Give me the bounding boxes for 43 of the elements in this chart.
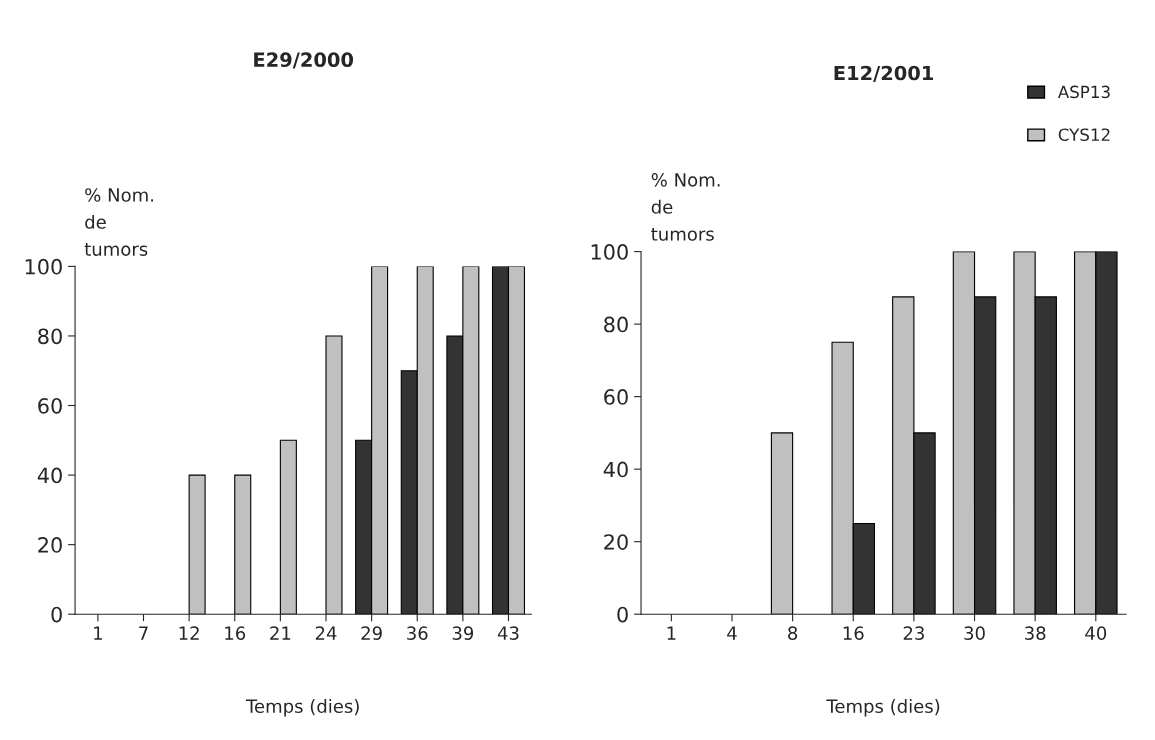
x-tick-label: 40 (1085, 626, 1107, 640)
y-tick-label: 40 (603, 461, 628, 478)
x-tick-label: 39 (452, 626, 474, 640)
y-tick-label: 0 (51, 606, 62, 623)
x-axis-title: Temps (dies) (245, 699, 359, 717)
y-axis-title: % Nom. de tumors (651, 173, 720, 241)
x-tick-label: 23 (903, 626, 924, 640)
bar (234, 474, 252, 615)
legend-label: CYS12 (1058, 128, 1110, 141)
x-tick-label: 4 (727, 626, 737, 640)
y-tick-label: 20 (38, 537, 62, 553)
legend-label: ASP13 (1057, 85, 1110, 99)
y-tick-label: 40 (37, 467, 62, 484)
x-tick-label: 1 (94, 626, 102, 640)
x-axis-title: Temps (dies) (826, 699, 940, 717)
x-tick-label: 43 (497, 626, 519, 640)
x-tick-label: 16 (225, 626, 246, 640)
chart-title: E12/2001 (834, 65, 934, 82)
x-tick-label: 21 (270, 626, 291, 640)
y-tick-label: 0 (617, 606, 628, 623)
x-tick-label: 24 (315, 626, 337, 640)
y-tick-label: 20 (604, 534, 628, 550)
bar (188, 474, 206, 615)
bar (770, 432, 794, 615)
x-tick-label: 8 (788, 626, 798, 640)
y-tick-label: 60 (604, 389, 628, 405)
bar (279, 439, 297, 615)
y-tick-label: 80 (604, 316, 628, 333)
x-tick-label: 7 (139, 626, 148, 640)
x-tick-label: 38 (1025, 626, 1046, 640)
x-tick-label: 36 (407, 626, 428, 640)
x-tick-label: 30 (964, 626, 985, 640)
x-tick-label: 12 (179, 626, 199, 640)
y-axis-title: % Nom. de tumors (84, 188, 154, 256)
x-tick-label: 16 (843, 626, 864, 640)
bar (325, 335, 343, 615)
x-tick-label: 1 (667, 626, 676, 640)
y-tick-label: 100 (591, 244, 628, 260)
y-tick-label: 100 (25, 258, 62, 275)
y-tick-label: 80 (38, 328, 62, 345)
x-tick-label: 29 (361, 626, 382, 640)
y-tick-label: 60 (38, 397, 62, 414)
chart-title: E29/2000 (254, 52, 354, 69)
